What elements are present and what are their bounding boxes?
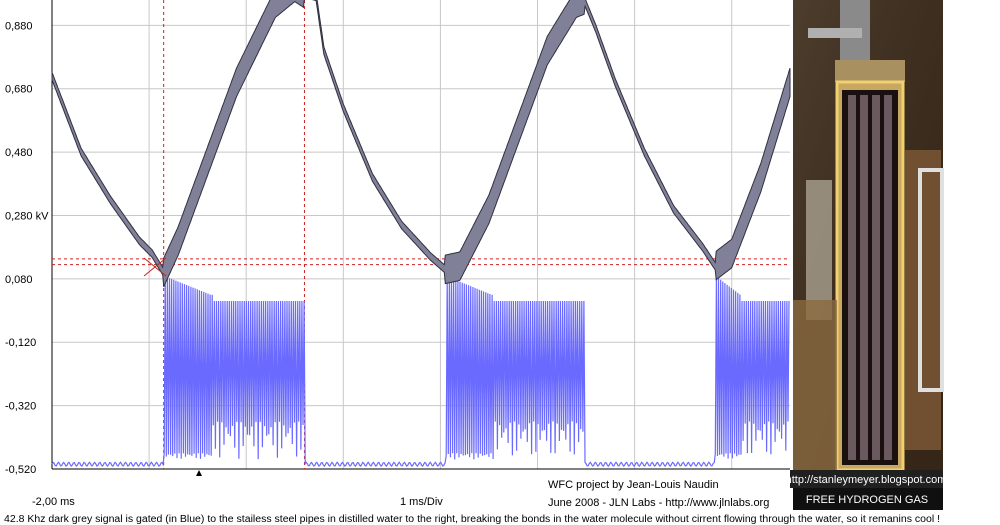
blue-gated-trace [51,276,790,468]
credit-line-2: June 2008 - JLN Labs - http://www.jlnlab… [548,497,769,509]
caption: 42.8 Khz dark grey signal is gated (in B… [4,514,940,525]
y-tick-label: 0,280 kV [5,210,49,222]
y-tick-label: 0,480 [5,147,33,159]
grid [51,0,790,470]
y-tick-label: -0,320 [5,401,36,413]
photo-inset: http://stanleymeyer.blogspot.com FREE HY… [786,0,947,510]
y-tick-label: 0,880 [5,20,33,32]
credit-line-1: WFC project by Jean-Louis Naudin [548,479,719,491]
grey-signal-trace [51,0,791,287]
x-start-label: -2,00 ms [32,496,75,508]
y-tick-label: -0,120 [5,337,36,349]
y-tick-label: 0,680 [5,84,33,96]
photo-gas-label: FREE HYDROGEN GAS [806,494,928,506]
trigger-marker [196,470,202,476]
y-tick-label: -0,520 [5,464,36,476]
traces [51,0,791,468]
y-axis-ticks: 0,880 0,680 0,480 0,280 kV 0,080 -0,120 -0,320… [5,20,49,476]
photo-url-label: http://stanleymeyer.blogspot.com [786,474,947,486]
timebase-label: 1 ms/Div [400,496,443,508]
y-tick-label: 0,080 [5,274,33,286]
cursor-marker [143,257,167,277]
